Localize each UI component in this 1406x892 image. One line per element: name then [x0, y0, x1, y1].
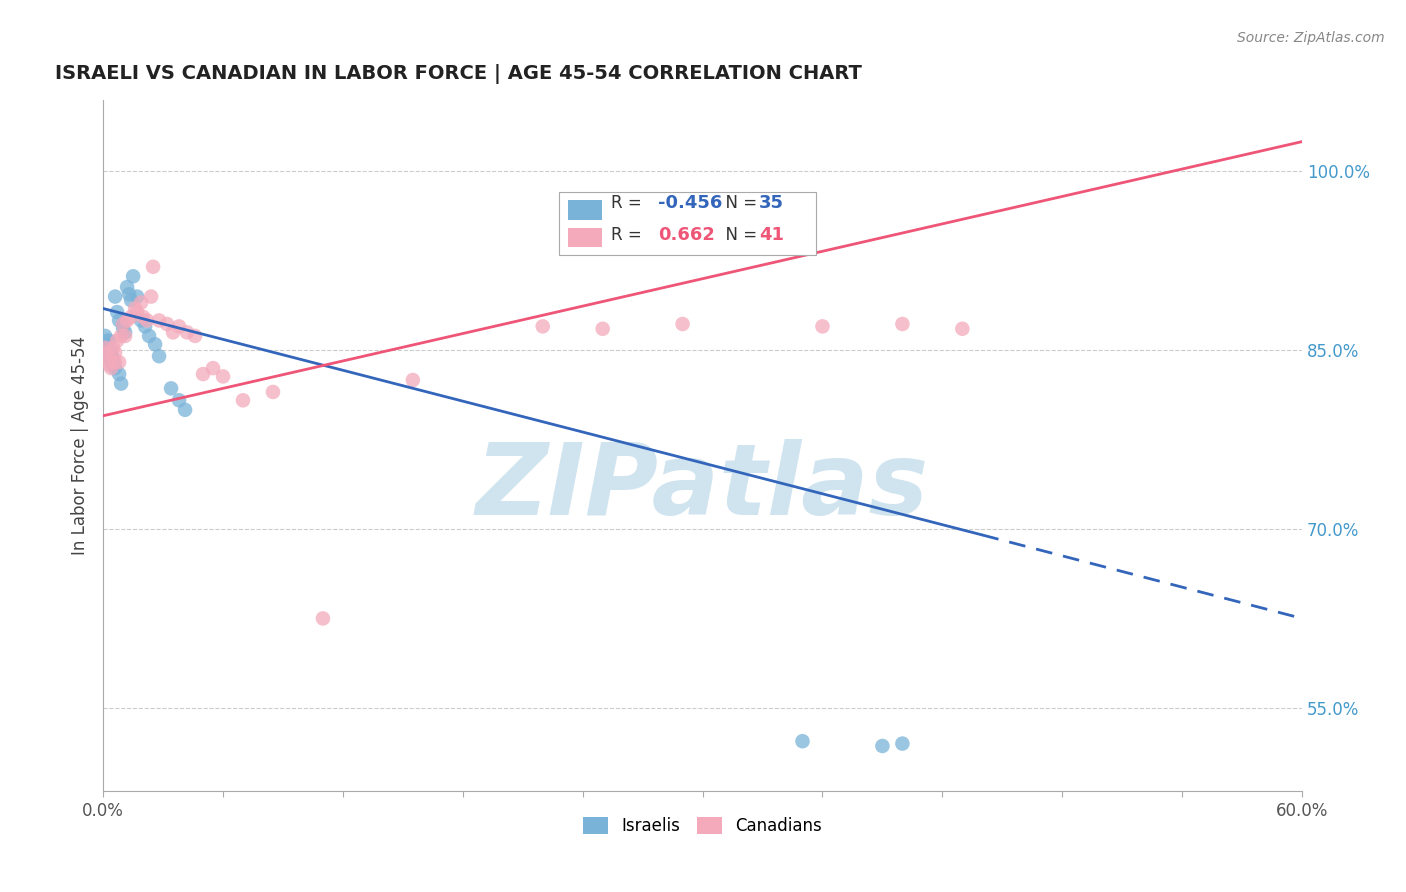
Canadians: [96, 345, 118, 359]
Text: R =: R =: [612, 226, 648, 244]
Canadians: [108, 355, 131, 369]
Canadians: [592, 322, 614, 336]
Israelis: [134, 319, 156, 334]
Canadians: [112, 317, 135, 331]
Legend: Israelis, Canadians: Israelis, Canadians: [576, 810, 828, 842]
Israelis: [129, 313, 152, 327]
Canadians: [101, 341, 124, 355]
FancyBboxPatch shape: [568, 200, 602, 219]
Canadians: [139, 289, 162, 303]
FancyBboxPatch shape: [568, 227, 602, 247]
FancyBboxPatch shape: [558, 192, 817, 255]
Text: Source: ZipAtlas.com: Source: ZipAtlas.com: [1237, 31, 1385, 45]
Canadians: [98, 351, 121, 366]
Israelis: [167, 393, 190, 408]
Israelis: [872, 739, 894, 753]
Israelis: [96, 334, 118, 348]
Israelis: [122, 269, 145, 284]
Canadians: [124, 301, 146, 316]
Israelis: [101, 358, 124, 372]
Text: ISRAELI VS CANADIAN IN LABOR FORCE | AGE 45-54 CORRELATION CHART: ISRAELI VS CANADIAN IN LABOR FORCE | AGE…: [55, 64, 862, 84]
Israelis: [105, 305, 128, 319]
Israelis: [98, 334, 121, 348]
Canadians: [671, 317, 693, 331]
Canadians: [402, 373, 425, 387]
Canadians: [120, 310, 142, 324]
Canadians: [132, 310, 155, 324]
Israelis: [143, 337, 166, 351]
Canadians: [811, 319, 834, 334]
Israelis: [138, 329, 160, 343]
Canadians: [115, 313, 138, 327]
Canadians: [176, 326, 198, 340]
Canadians: [98, 358, 121, 372]
Canadians: [105, 334, 128, 348]
Canadians: [531, 319, 554, 334]
Canadians: [114, 329, 136, 343]
Canadians: [167, 319, 190, 334]
Canadians: [162, 326, 184, 340]
Canadians: [104, 345, 127, 359]
Israelis: [114, 326, 136, 340]
Text: 35: 35: [759, 194, 785, 212]
Israelis: [174, 402, 197, 417]
Israelis: [112, 322, 135, 336]
Text: N =: N =: [714, 194, 762, 212]
Israelis: [792, 734, 814, 748]
Canadians: [891, 317, 914, 331]
Israelis: [104, 361, 127, 376]
Canadians: [156, 317, 179, 331]
Text: ZIPatlas: ZIPatlas: [477, 439, 929, 535]
Canadians: [312, 611, 335, 625]
Canadians: [129, 295, 152, 310]
Israelis: [108, 367, 131, 381]
Israelis: [115, 280, 138, 294]
Israelis: [127, 289, 149, 303]
Canadians: [104, 355, 127, 369]
Canadians: [94, 341, 117, 355]
Israelis: [120, 293, 142, 307]
Canadians: [110, 329, 132, 343]
Canadians: [142, 260, 165, 274]
Text: 41: 41: [759, 226, 785, 244]
Israelis: [110, 376, 132, 391]
Canadians: [212, 369, 235, 384]
Canadians: [950, 322, 973, 336]
Israelis: [104, 289, 127, 303]
Canadians: [136, 313, 159, 327]
Israelis: [160, 381, 183, 395]
Israelis: [100, 345, 122, 359]
Canadians: [184, 329, 207, 343]
Text: -0.456: -0.456: [658, 194, 723, 212]
Text: N =: N =: [714, 226, 762, 244]
Y-axis label: In Labor Force | Age 45-54: In Labor Force | Age 45-54: [72, 336, 89, 555]
Text: 0.662: 0.662: [658, 226, 716, 244]
Israelis: [112, 317, 135, 331]
Canadians: [148, 313, 170, 327]
Israelis: [94, 337, 117, 351]
Canadians: [202, 361, 225, 376]
Israelis: [100, 355, 122, 369]
Canadians: [127, 305, 149, 319]
Israelis: [101, 351, 124, 366]
Canadians: [262, 384, 284, 399]
Israelis: [108, 313, 131, 327]
Canadians: [100, 361, 122, 376]
Israelis: [98, 349, 121, 363]
Israelis: [118, 287, 141, 301]
Canadians: [232, 393, 254, 408]
Text: R =: R =: [612, 194, 648, 212]
Israelis: [96, 343, 118, 358]
Canadians: [191, 367, 214, 381]
Israelis: [148, 349, 170, 363]
Israelis: [891, 737, 914, 751]
Israelis: [94, 329, 117, 343]
